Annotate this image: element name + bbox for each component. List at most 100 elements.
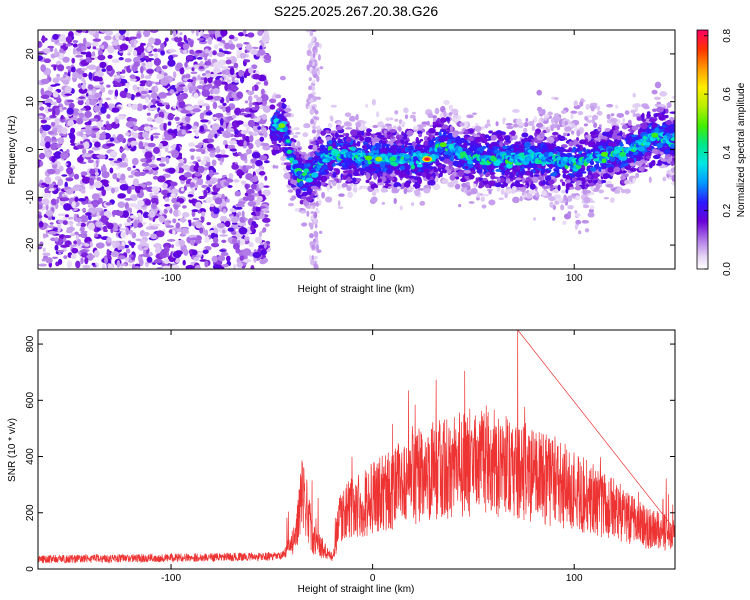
heatmap-cell: [216, 52, 225, 57]
heatmap-cell: [623, 188, 631, 194]
heatmap-cell: [576, 129, 581, 137]
heatmap-cell: [144, 75, 152, 80]
heatmap-cell: [242, 196, 250, 202]
heatmap-cell: [376, 111, 380, 118]
heatmap-cell: [190, 155, 195, 161]
heatmap-cell: [250, 264, 255, 269]
heatmap-cell: [314, 116, 318, 120]
heatmap-cell: [635, 172, 640, 179]
heatmap-cell: [169, 89, 175, 95]
heatmap-cell: [574, 210, 578, 214]
heatmap-cell: [47, 86, 54, 92]
heatmap-cell: [172, 71, 177, 79]
heatmap-cell: [130, 140, 139, 146]
heatmap-cell: [533, 217, 536, 221]
heatmap-cell: [214, 79, 223, 87]
heatmap-cell: [654, 81, 662, 89]
heatmap-cell: [145, 181, 153, 186]
heatmap-cell: [152, 48, 159, 52]
heatmap-cell: [388, 177, 395, 181]
heatmap-cell: [94, 141, 101, 148]
heatmap-cell: [57, 137, 65, 145]
heatmap-cell: [187, 37, 191, 41]
heatmap-cell: [308, 99, 314, 103]
heatmap-cell: [305, 30, 311, 33]
heatmap-cell: [263, 160, 270, 164]
heatmap-cell: [38, 204, 43, 210]
heatmap-cell: [56, 97, 62, 104]
heatmap-cell: [121, 233, 125, 238]
heatmap-cell: [228, 34, 235, 40]
heatmap-cell: [246, 148, 252, 155]
heatmap-cell: [132, 84, 138, 91]
heatmap-cell: [631, 125, 639, 131]
heatmap-cell: [92, 38, 102, 42]
heatmap-cell: [66, 149, 70, 154]
heatmap-cell: [107, 89, 113, 95]
heatmap-cell: [236, 139, 246, 147]
heatmap-cell: [116, 172, 122, 179]
heatmap-cell: [146, 112, 151, 116]
heatmap-cell: [102, 225, 108, 231]
heatmap-cell: [114, 89, 119, 97]
heatmap-cell: [91, 262, 96, 266]
heatmap-cell: [57, 213, 67, 217]
heatmap-cell: [140, 73, 145, 79]
heatmap-cell: [421, 121, 429, 126]
heatmap-cell: [92, 128, 101, 131]
heatmap-cell: [310, 261, 316, 265]
heatmap-cell: [211, 116, 218, 120]
heatmap-cell: [240, 108, 245, 113]
heatmap-cell: [145, 80, 153, 87]
heatmap-cell: [64, 93, 73, 96]
heatmap-cell: [244, 192, 248, 197]
heatmap-cell: [178, 100, 186, 109]
heatmap-cell: [629, 167, 637, 172]
heatmap-cell: [132, 178, 140, 187]
heatmap-cell: [196, 85, 204, 90]
heatmap-cell: [92, 75, 100, 82]
heatmap-cell: [63, 234, 72, 239]
heatmap-cell: [182, 123, 187, 127]
heatmap-cell: [40, 87, 45, 96]
heatmap-cell: [167, 239, 176, 242]
heatmap-cell: [239, 216, 247, 223]
heatmap-cell: [653, 96, 662, 101]
heatmap-cell: [310, 118, 315, 125]
heatmap-cell: [547, 111, 553, 116]
heatmap-cell: [165, 147, 169, 153]
heatmap-cell: [64, 214, 70, 218]
heatmap-cell: [61, 174, 68, 177]
heatmap-cell: [221, 69, 227, 75]
heatmap-cell: [176, 253, 182, 257]
heatmap-cell: [182, 205, 187, 209]
heatmap-cell: [128, 263, 132, 267]
heatmap-cell: [313, 238, 317, 243]
heatmap-cell: [118, 263, 127, 266]
heatmap-cell: [76, 117, 84, 125]
heatmap-cell: [48, 231, 57, 235]
heatmap-cell: [239, 75, 245, 84]
heatmap-cell: [533, 115, 538, 123]
heatmap-cell: [226, 255, 231, 262]
heatmap-cell: [472, 112, 477, 116]
heatmap-cell: [217, 42, 224, 47]
heatmap-cell: [260, 88, 265, 96]
heatmap-cell: [61, 127, 68, 135]
heatmap-cell: [305, 205, 311, 209]
heatmap-cell: [194, 265, 201, 269]
heatmap-cell: [128, 254, 134, 258]
heatmap-cell: [178, 159, 185, 163]
heatmap-cell: [81, 208, 87, 212]
heatmap-cell: [174, 250, 183, 256]
heatmap-cell: [662, 176, 667, 182]
heatmap-cell: [38, 246, 43, 250]
heatmap-cell: [610, 197, 615, 203]
heatmap-cell: [230, 84, 238, 93]
heatmap-cell: [586, 165, 594, 168]
heatmap-cell: [221, 263, 229, 268]
heatmap-cell: [294, 208, 300, 212]
heatmap-cell: [103, 183, 110, 187]
heatmap-cell: [247, 90, 255, 96]
heatmap-cell: [221, 175, 225, 178]
